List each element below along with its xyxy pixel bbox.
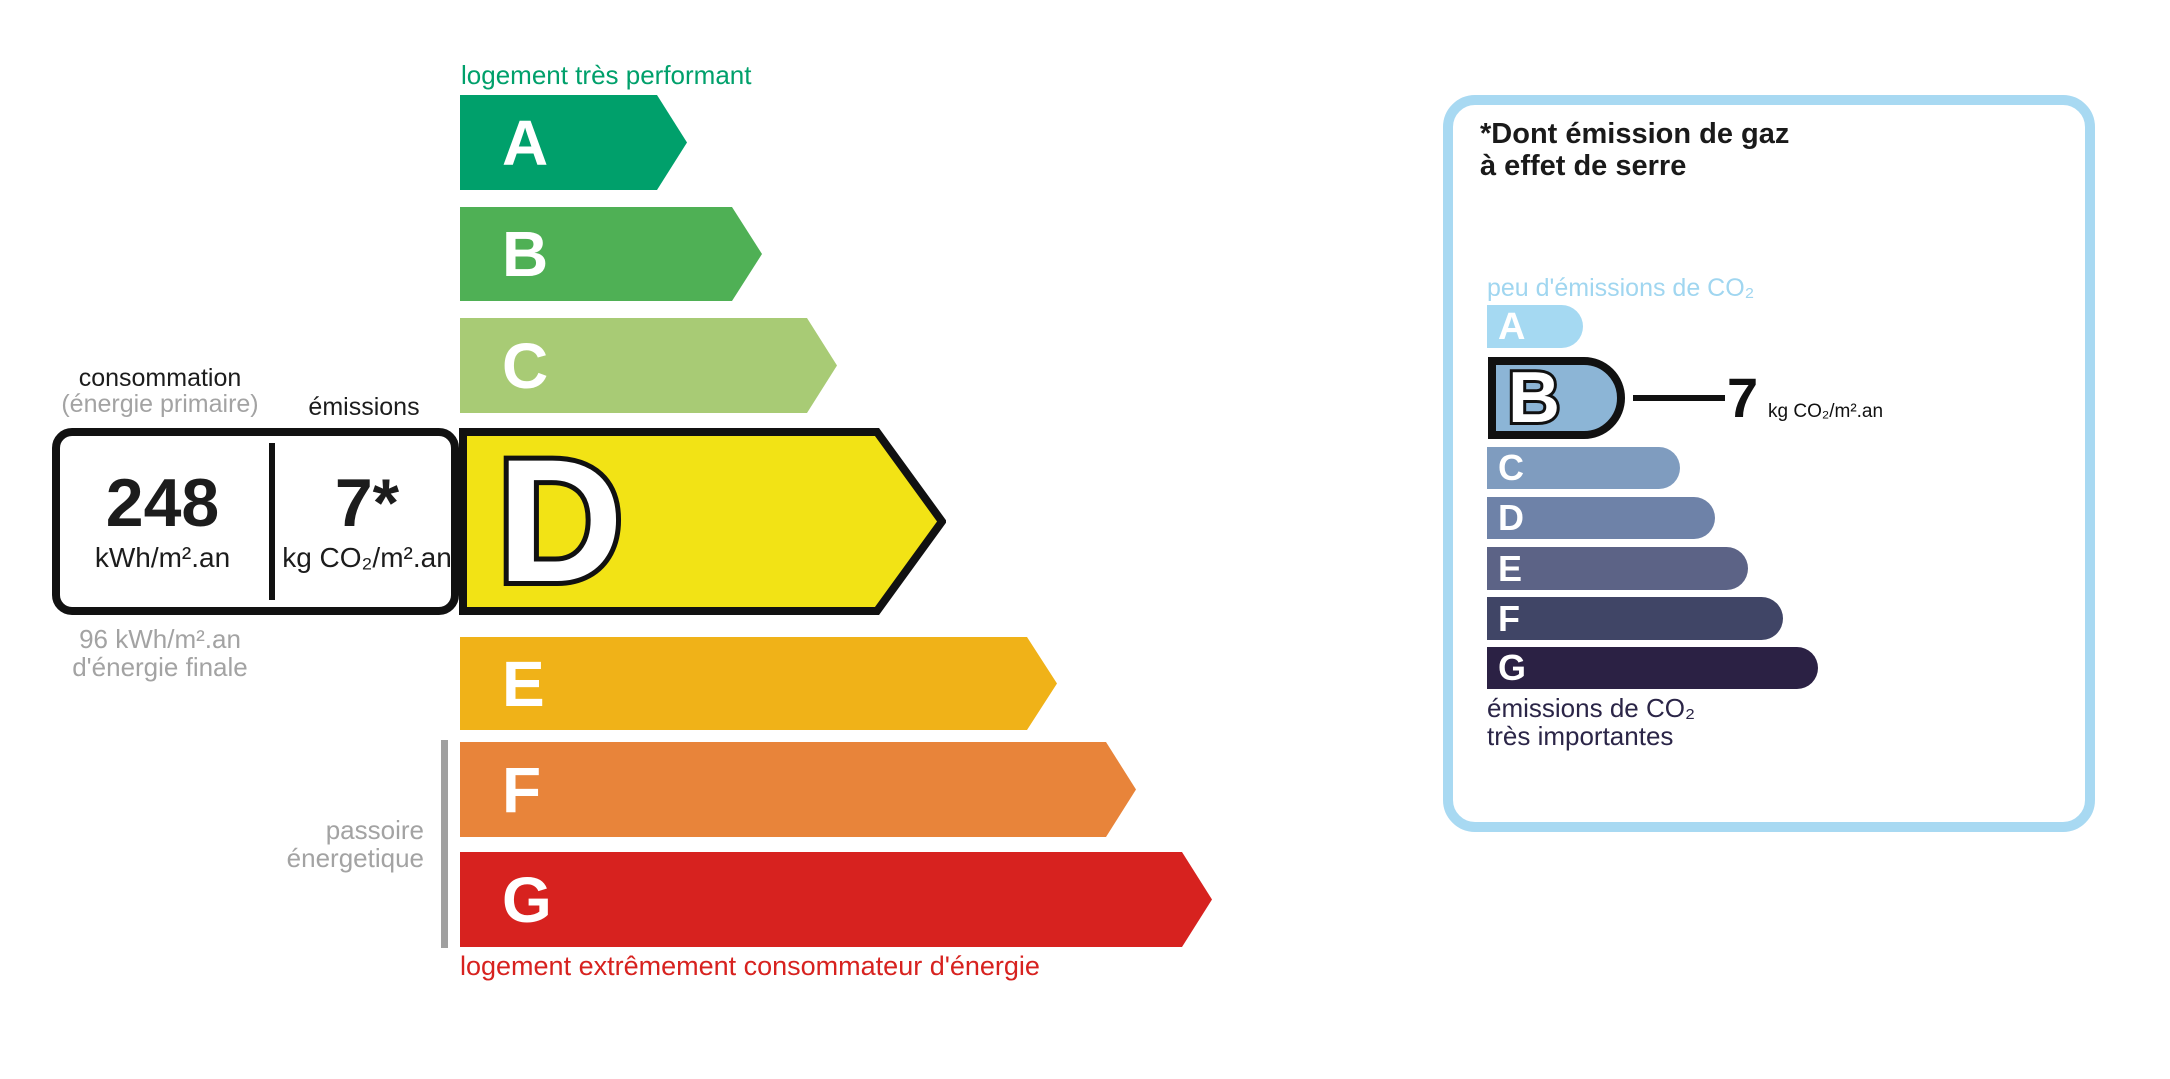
energy-bar-d-letter: D xyxy=(492,424,628,619)
energy-value-cell: 248 kWh/m².an xyxy=(60,436,265,607)
co2-panel xyxy=(1443,95,2095,832)
co2-bar-g: G xyxy=(1487,647,1818,689)
energy-sieve-label: passoire énergetique xyxy=(286,815,424,873)
energy-bar-g: G xyxy=(460,852,1212,947)
co2-value: 7 xyxy=(1727,366,1759,429)
emissions-value-cell: 7* kg CO₂/m².an xyxy=(279,436,455,607)
energy-bar-a: A xyxy=(460,95,687,190)
co2-scale-bottom-caption: émissions de CO₂ très importantes xyxy=(1487,693,1696,751)
energy-scale-top-caption: logement très performant xyxy=(461,60,752,90)
co2-bar-b-selected: B xyxy=(1488,357,1625,439)
co2-value-connector-line xyxy=(1633,395,1725,401)
co2-bar-g-letter: G xyxy=(1498,647,1527,688)
energy-bar-b: B xyxy=(460,207,762,301)
co2-bar-d-letter: D xyxy=(1498,497,1524,538)
energy-scale-bottom-caption: logement extrêmement consommateur d'éner… xyxy=(460,951,1040,981)
co2-bar-f-letter: F xyxy=(1498,597,1520,639)
co2-bar-f: F xyxy=(1487,597,1783,640)
co2-bar-b-letter: B xyxy=(1505,358,1563,438)
co2-bar-d: D xyxy=(1487,497,1715,539)
co2-bar-e-letter: E xyxy=(1498,547,1523,589)
co2-value-unit: kg CO₂/m².an xyxy=(1768,401,1884,422)
emissions-label: émissions xyxy=(308,393,420,421)
energy-unit: kWh/m².an xyxy=(94,541,231,573)
energy-bar-g-letter: G xyxy=(502,863,552,936)
energy-bar-e: E xyxy=(460,637,1057,730)
co2-panel-title: *Dont émission de gaz à effet de serre xyxy=(1480,118,1789,182)
box-divider xyxy=(269,443,275,600)
energy-bar-b-letter: B xyxy=(502,218,549,290)
consumption-label: consommation xyxy=(78,364,242,392)
energy-bar-a-letter: A xyxy=(502,106,549,179)
emissions-value: 7* xyxy=(334,464,400,541)
energy-bar-f-letter: F xyxy=(502,753,542,826)
energy-bar-c-letter: C xyxy=(502,329,549,402)
final-energy-label: 96 kWh/m².an d'énergie finale xyxy=(72,624,248,682)
energy-bar-c: C xyxy=(460,318,837,413)
energy-bar-e-letter: E xyxy=(502,647,545,720)
emissions-unit: kg CO₂/m².an xyxy=(282,541,452,573)
energy-bar-d-selected xyxy=(459,428,946,615)
co2-bar-c: C xyxy=(1487,447,1680,489)
co2-bar-a-letter: A xyxy=(1498,305,1526,348)
co2-bar-e: E xyxy=(1487,547,1748,590)
co2-panel-title-line1: *Dont émission de gaz xyxy=(1480,118,1790,150)
energy-sieve-bracket xyxy=(441,740,448,948)
primary-energy-label: (énergie primaire) xyxy=(61,390,259,418)
co2-bar-a: A xyxy=(1487,305,1583,348)
consumption-emissions-box xyxy=(52,428,459,615)
energy-value: 248 xyxy=(105,464,220,541)
co2-bar-c-letter: C xyxy=(1498,447,1524,488)
energy-bar-f: F xyxy=(460,742,1136,837)
co2-scale-top-caption: peu d'émissions de CO₂ xyxy=(1487,274,1755,302)
co2-panel-title-line2: à effet de serre xyxy=(1480,150,1687,182)
